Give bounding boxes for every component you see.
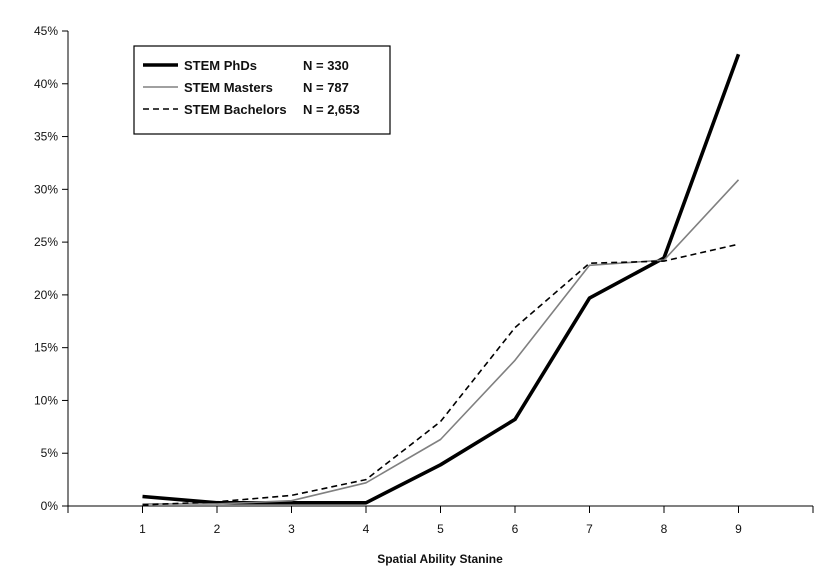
- x-tick-label: 6: [512, 522, 519, 536]
- y-tick-label: 25%: [34, 235, 58, 249]
- series-line-stem-masters: [142, 179, 740, 505]
- y-tick-label: 40%: [34, 77, 58, 91]
- legend-series-name: STEM PhDs: [184, 58, 257, 73]
- y-tick-label: 0%: [41, 499, 59, 513]
- x-tick-label: 7: [586, 522, 593, 536]
- x-tick-label: 5: [437, 522, 444, 536]
- y-tick-label: 10%: [34, 393, 58, 407]
- x-tick-label: 9: [735, 522, 742, 536]
- legend-series-name: STEM Bachelors: [184, 102, 287, 117]
- legend-series-name: STEM Masters: [184, 80, 273, 95]
- legend-series-n: N = 2,653: [303, 102, 360, 117]
- legend-series-n: N = 787: [303, 80, 349, 95]
- legend-box: [133, 45, 391, 135]
- x-tick-label: 3: [288, 522, 295, 536]
- y-tick-label: 30%: [34, 182, 58, 196]
- legend-series-n: N = 330: [303, 58, 349, 73]
- legend: STEM PhDs N = 330 STEM Masters N = 787 STEM …: [133, 45, 391, 135]
- x-tick-label: 8: [661, 522, 668, 536]
- y-tick-label: 5%: [41, 446, 59, 460]
- x-tick-label: 2: [214, 522, 221, 536]
- y-tick-label: 35%: [34, 130, 58, 144]
- series-layer: [142, 53, 741, 506]
- y-tick-label: 20%: [34, 288, 58, 302]
- y-tick-label: 15%: [34, 341, 58, 355]
- x-tick-label: 1: [139, 522, 146, 536]
- x-axis-label: Spatial Ability Stanine: [377, 552, 503, 566]
- y-tick-label: 45%: [34, 24, 58, 38]
- axes: 0% 5% 10% 15% 20% 25% 30% 35% 40% 45% 1 2 3 4 5 6 7 8 9: [34, 24, 814, 536]
- x-tick-label: 4: [363, 522, 370, 536]
